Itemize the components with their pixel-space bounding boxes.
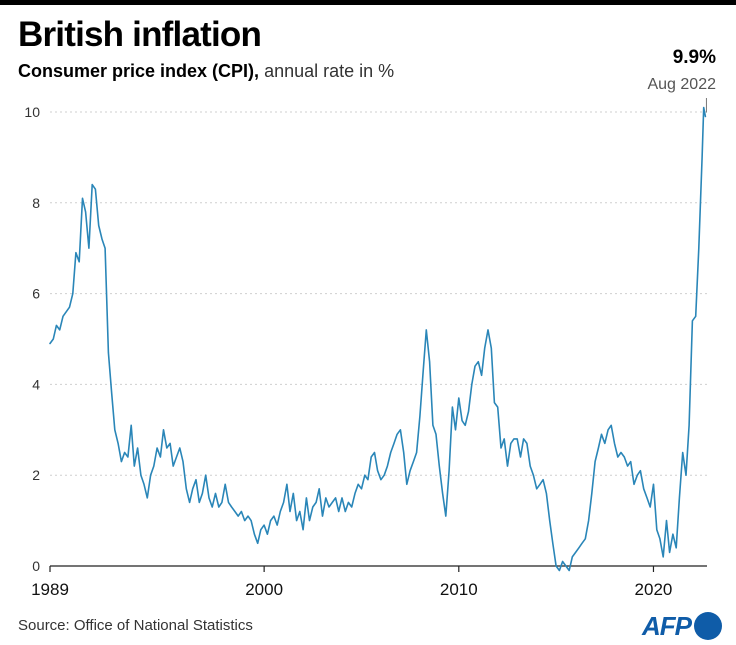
- x-tick-label: 2010: [440, 580, 478, 599]
- x-tick-label: 1989: [31, 580, 69, 599]
- y-tick-label: 2: [32, 467, 40, 483]
- source-note: Source: Office of National Statistics: [18, 617, 253, 634]
- y-tick-labels: 0 2 4 6 8 10: [24, 104, 40, 574]
- y-tick-label: 10: [24, 104, 40, 120]
- chart-title: British inflation: [18, 15, 262, 54]
- gridlines: [50, 111, 707, 476]
- y-tick-label: 4: [32, 376, 40, 392]
- y-tick-label: 0: [32, 558, 40, 574]
- x-axis: [49, 565, 707, 572]
- top-rule: [0, 0, 736, 5]
- logo-wordmark: AFP: [642, 610, 692, 641]
- y-tick-label: 8: [32, 195, 40, 211]
- series-layer: [49, 106, 707, 572]
- subtitle-bold-part: Consumer price index (CPI),: [18, 61, 260, 81]
- logo-dot-icon: [694, 612, 722, 640]
- chart-subtitle: Consumer price index (CPI), annual rate …: [18, 59, 394, 83]
- latest-value-callout: 9.9%: [672, 47, 716, 68]
- cpi-series-line: [49, 106, 707, 572]
- afp-logo: AFP: [642, 610, 722, 642]
- x-tick-label: 2020: [635, 580, 673, 599]
- y-tick-label: 6: [32, 286, 40, 302]
- latest-date-callout: Aug 2022: [647, 76, 716, 93]
- x-tick-label: 2000: [245, 580, 283, 599]
- subtitle-light-part: annual rate in %: [259, 61, 395, 81]
- x-tick-labels: 1989 2000 2010 2020: [31, 580, 672, 599]
